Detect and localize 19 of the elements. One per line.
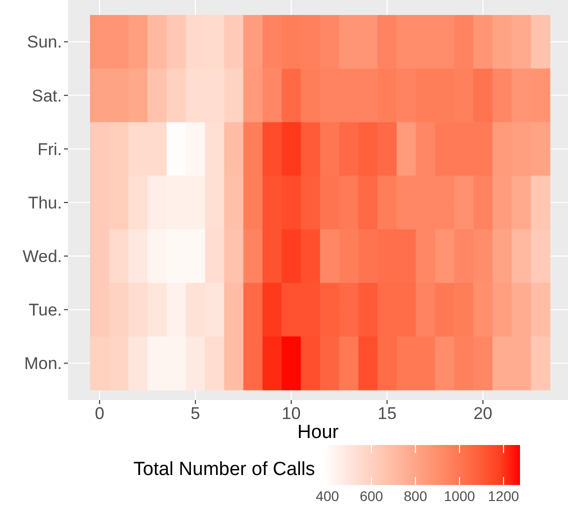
y-tick-label: Fri. [37, 140, 62, 159]
y-tick-label: Sat. [32, 86, 62, 106]
x-tick-label: 5 [190, 404, 200, 423]
x-tick-label: 15 [378, 404, 397, 423]
y-tick-label: Thu. [28, 193, 62, 212]
x-tick-label: 10 [282, 404, 301, 423]
y-tick-label: Tue. [28, 300, 62, 320]
x-axis-title: Hour [297, 422, 340, 443]
x-tick-label: 0 [94, 404, 104, 423]
color-bar-title: Total Number of Calls [133, 459, 315, 480]
x-tick-label: 20 [473, 404, 492, 423]
y-tick-label: Sun. [27, 32, 62, 52]
color-bar-label: 600 [360, 488, 384, 504]
color-bar-label: 1000 [444, 488, 476, 504]
color-bar-label: 400 [316, 488, 340, 504]
y-tick-label: Wed. [22, 247, 62, 266]
color-bar-label: 800 [404, 488, 428, 504]
color-bar-label: 1200 [488, 488, 520, 504]
y-tick-label: Mon. [24, 354, 62, 374]
